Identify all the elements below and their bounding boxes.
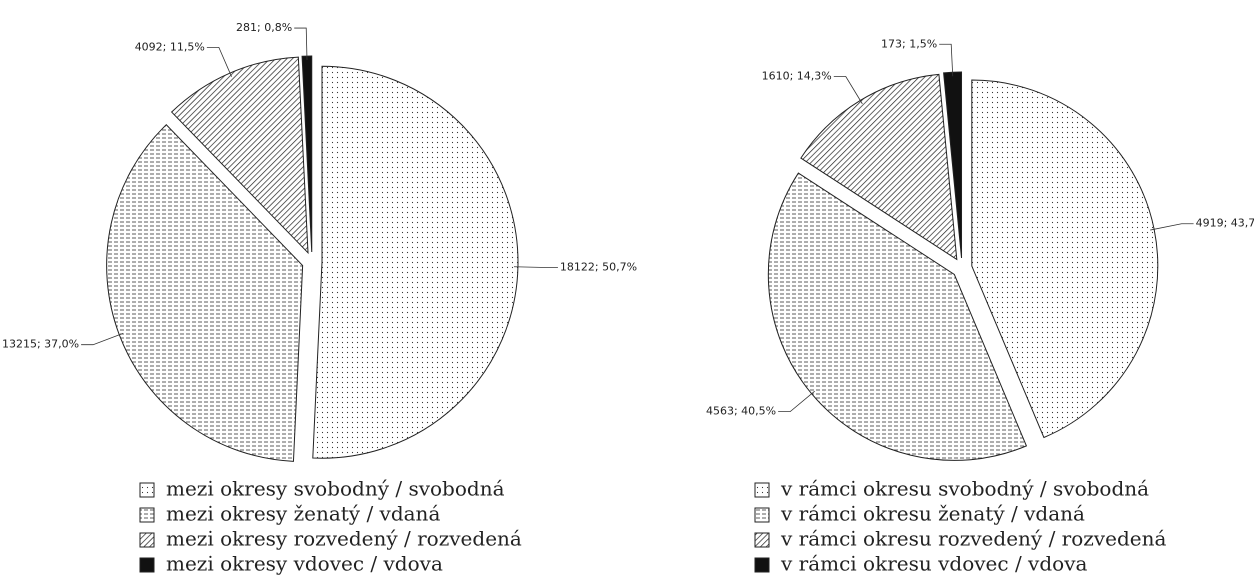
- legend-label: mezi okresy rozvedený / rozvedená: [166, 527, 522, 551]
- leader-line: [294, 27, 308, 61]
- data-label: 173; 1,5%: [881, 37, 937, 50]
- legend-swatch: [754, 507, 770, 523]
- legend-label: v rámci okresu vdovec / vdova: [780, 552, 1087, 576]
- leader-line: [939, 43, 954, 77]
- leader-line: [1150, 223, 1194, 231]
- legend-label: mezi okresy ženatý / vdaná: [166, 502, 440, 526]
- legend-label: v rámci okresu rozvedený / rozvedená: [780, 527, 1166, 551]
- legend-label: v rámci okresu svobodný / svobodná: [780, 477, 1149, 501]
- legend-swatch: [139, 557, 155, 573]
- pie-slice: [312, 65, 519, 459]
- legend-swatch: [139, 532, 155, 548]
- data-label: 18122; 50,7%: [560, 260, 637, 273]
- leader-line: [206, 46, 232, 77]
- legend-label: mezi okresy svobodný / svobodná: [166, 477, 505, 501]
- legend-swatch: [139, 507, 155, 523]
- legend-swatch: [754, 482, 770, 498]
- legend-swatch: [139, 482, 155, 498]
- legend-swatch: [754, 557, 770, 573]
- legend-label: mezi okresy vdovec / vdova: [166, 552, 443, 576]
- leader-line: [833, 76, 863, 105]
- leader-line: [778, 390, 815, 413]
- data-label: 281; 0,8%: [236, 21, 292, 34]
- leader-line: [513, 266, 558, 268]
- data-label: 1610; 14,3%: [762, 70, 832, 83]
- leader-line: [81, 333, 124, 346]
- legend-label: v rámci okresu ženatý / vdaná: [780, 502, 1085, 526]
- legend-swatch: [754, 532, 770, 548]
- data-label: 4092; 11,5%: [135, 40, 205, 53]
- data-label: 13215; 37,0%: [2, 338, 79, 351]
- data-label: 4563; 40,5%: [706, 405, 776, 418]
- data-label: 4919; 43,7%: [1196, 217, 1254, 230]
